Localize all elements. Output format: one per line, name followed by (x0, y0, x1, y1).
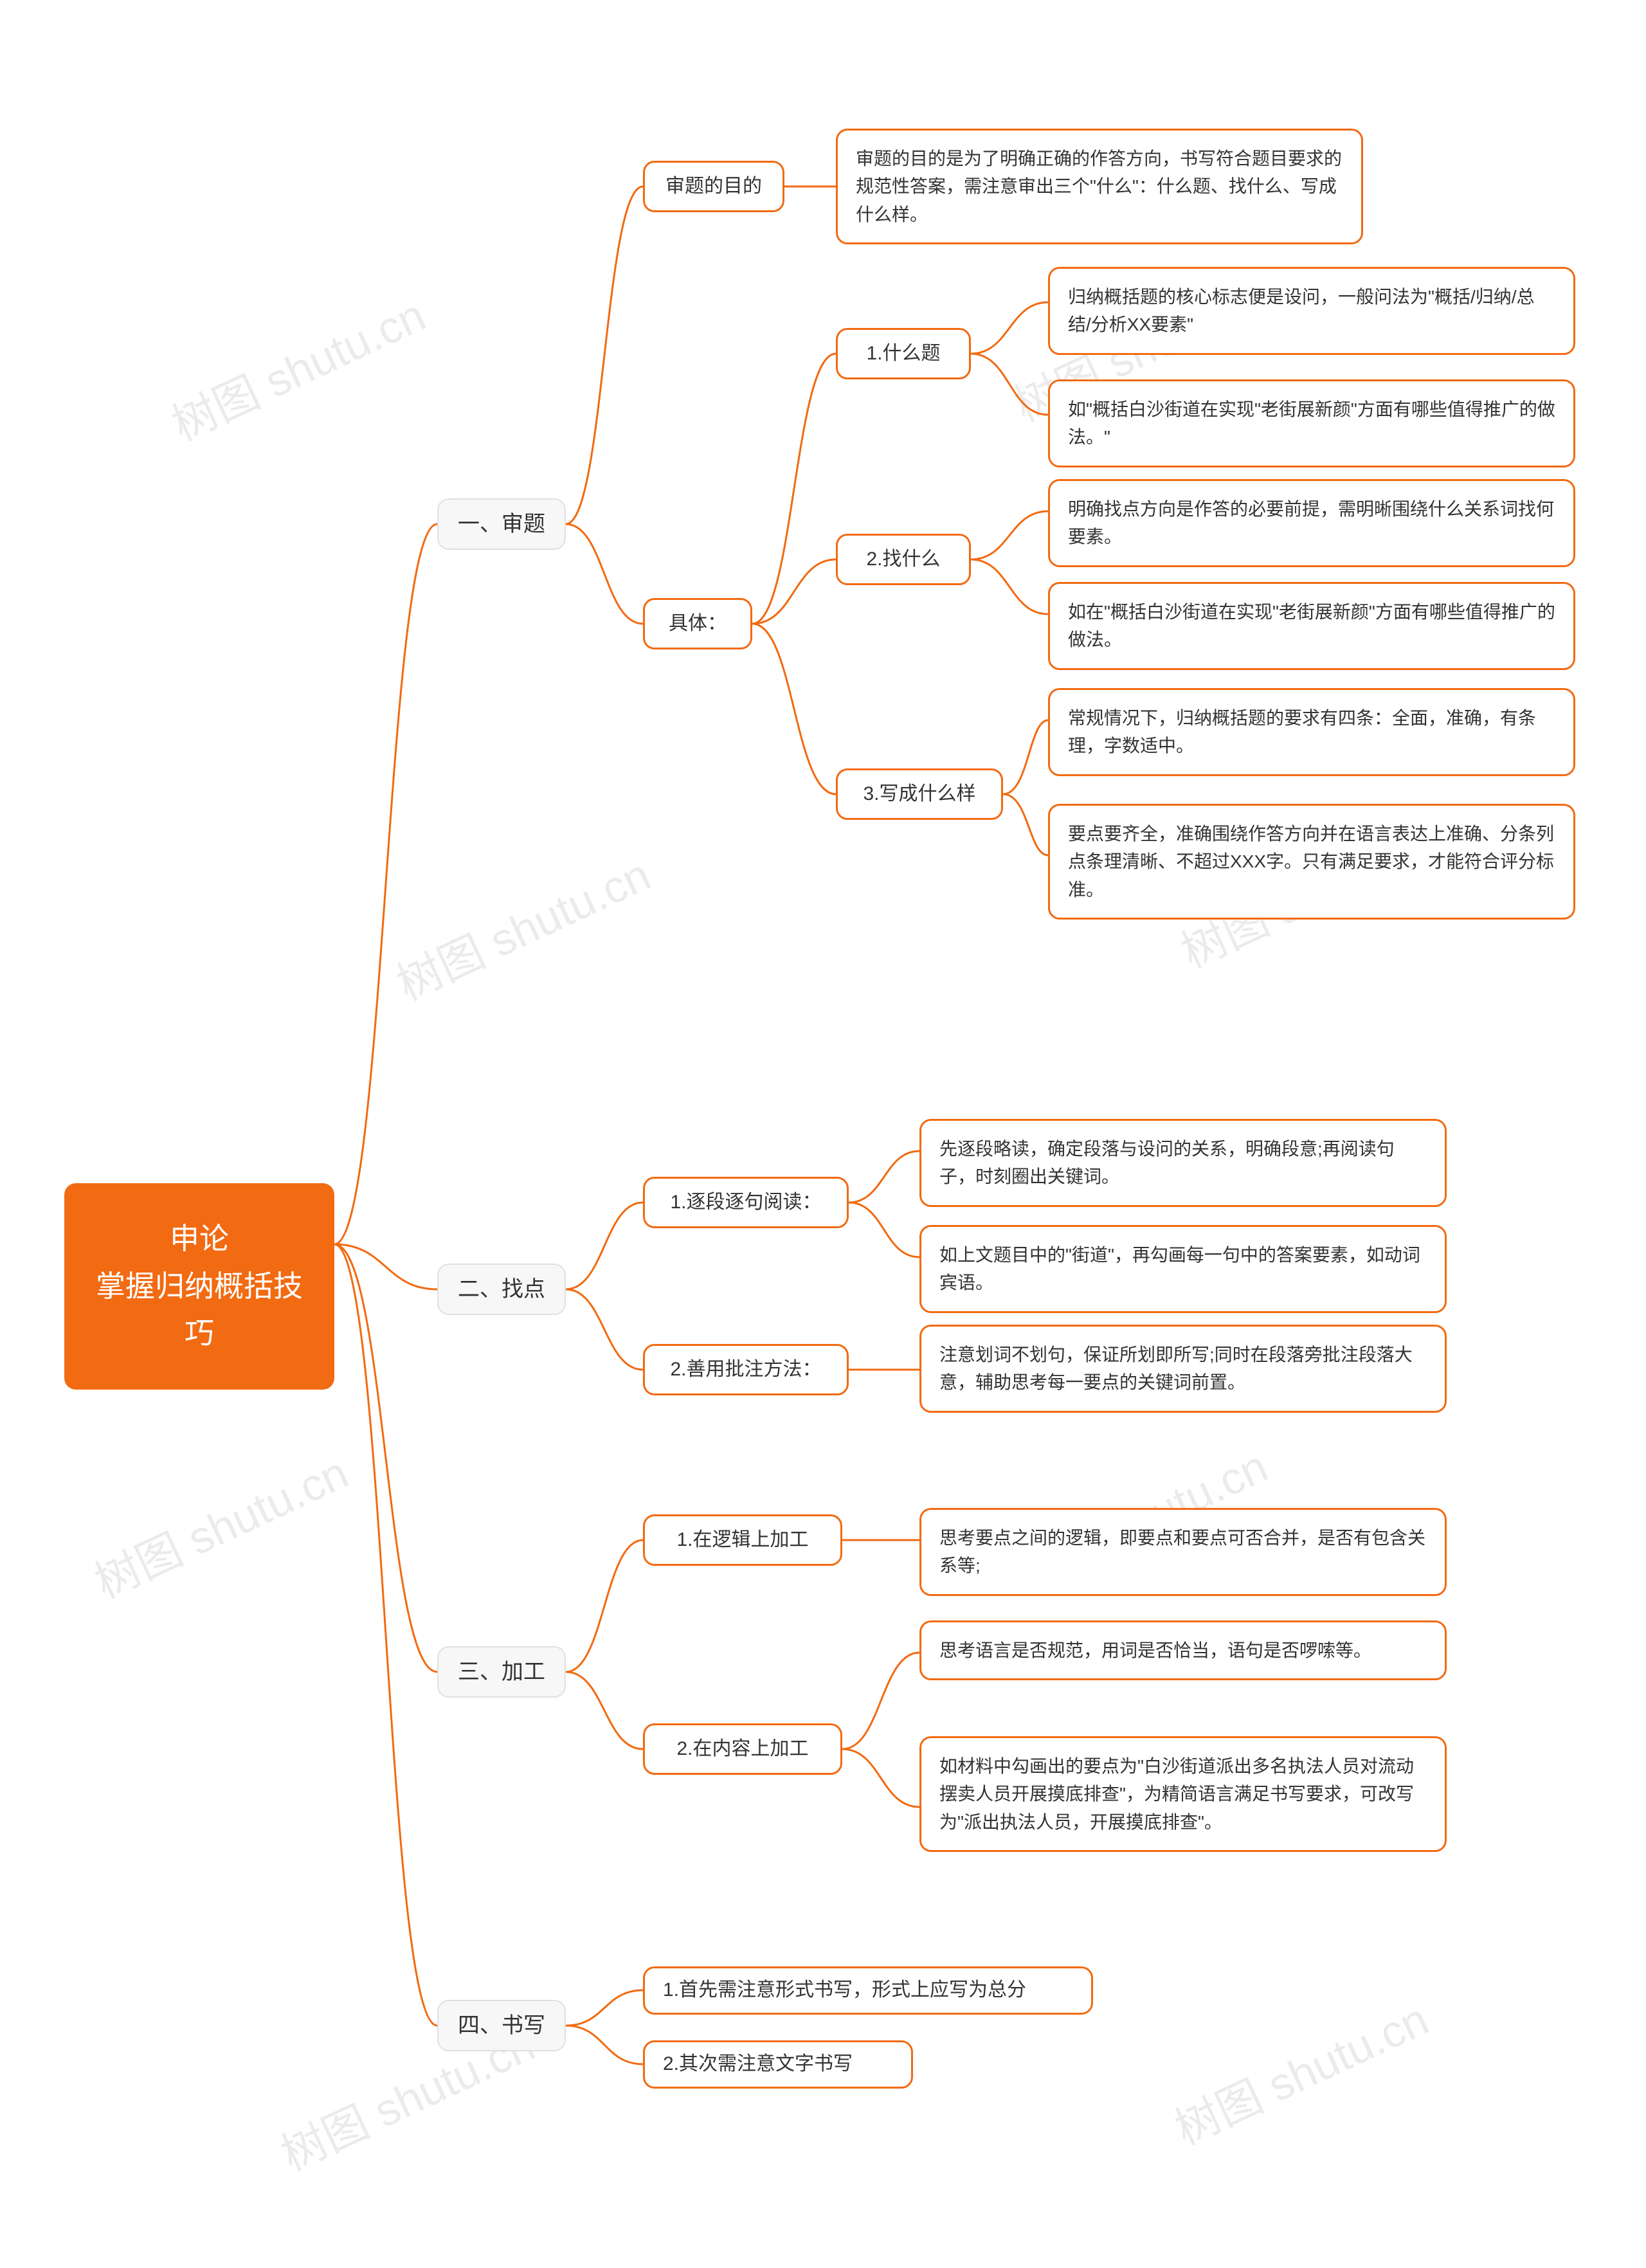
c-m1-text: 思考要点之间的逻辑，即要点和要点可否合并，是否有包含关系等; (919, 1508, 1447, 1596)
b-m2-label: 2.善用批注方法： (643, 1344, 849, 1395)
branch-4: 四、书写 (437, 2000, 566, 2051)
b-m1-label: 1.逐段逐句阅读： (643, 1177, 849, 1228)
a-purpose-text: 审题的目的是为了明确正确的作答方向，书写符合题目要求的规范性答案，需注意审出三个… (836, 129, 1363, 244)
b-m1-text2: 如上文题目中的"街道"，再勾画每一句中的答案要素，如动词宾语。 (919, 1225, 1447, 1313)
a-detail-label: 具体： (643, 598, 752, 649)
watermark: 树图 shutu.cn (385, 839, 660, 1013)
a-q3-text1: 常规情况下，归纳概括题的要求有四条：全面，准确，有条理，字数适中。 (1048, 688, 1575, 776)
a-q2-text1: 明确找点方向是作答的必要前提，需明晰围绕什么关系词找何要素。 (1048, 479, 1575, 567)
d-m1: 1.首先需注意形式书写，形式上应写为总分 (643, 1966, 1093, 2015)
root-line1: 申论 (90, 1215, 309, 1263)
c-m2-text2: 如材料中勾画出的要点为"白沙街道派出多名执法人员对流动摆卖人员开展摸底排查"，为… (919, 1736, 1447, 1852)
c-m2-text1: 思考语言是否规范，用词是否恰当，语句是否啰嗦等。 (919, 1620, 1447, 1680)
watermark: 树图 shutu.cn (1163, 1984, 1438, 2158)
root-line2: 掌握归纳概括技巧 (90, 1263, 309, 1357)
a-q3-text2: 要点要齐全，准确围绕作答方向并在语言表达上准确、分条列点条理清晰、不超过XXX字… (1048, 804, 1575, 920)
watermark: 树图 shutu.cn (83, 1437, 357, 1611)
c-m2-label: 2.在内容上加工 (643, 1723, 842, 1775)
branch-2: 二、找点 (437, 1264, 566, 1315)
d-m2: 2.其次需注意文字书写 (643, 2040, 913, 2089)
a-q1-label: 1.什么题 (836, 328, 971, 379)
a-purpose-label: 审题的目的 (643, 161, 784, 212)
a-q2-text2: 如在"概括白沙街道在实现"老街展新颜"方面有哪些值得推广的做法。 (1048, 582, 1575, 670)
b-m1-text1: 先逐段略读，确定段落与设问的关系，明确段意;再阅读句子，时刻圈出关键词。 (919, 1119, 1447, 1207)
branch-3: 三、加工 (437, 1646, 566, 1698)
a-q3-label: 3.写成什么样 (836, 768, 1003, 820)
b-m2-text: 注意划词不划句，保证所划即所写;同时在段落旁批注段落大意，辅助思考每一要点的关键… (919, 1325, 1447, 1413)
a-q1-text1: 归纳概括题的核心标志便是设问，一般问法为"概括/归纳/总结/分析XX要素" (1048, 267, 1575, 355)
a-q2-label: 2.找什么 (836, 534, 971, 585)
mindmap-canvas: 树图 shutu.cn 树图 shutu.cn 树图 shutu.cn 树图 s… (0, 0, 1646, 2268)
c-m1-label: 1.在逻辑上加工 (643, 1514, 842, 1566)
branch-1: 一、审题 (437, 498, 566, 550)
watermark: 树图 shutu.cn (160, 280, 435, 454)
a-q1-text2: 如"概括白沙街道在实现"老街展新颜"方面有哪些值得推广的做法。" (1048, 379, 1575, 467)
root-node: 申论 掌握归纳概括技巧 (64, 1183, 334, 1390)
